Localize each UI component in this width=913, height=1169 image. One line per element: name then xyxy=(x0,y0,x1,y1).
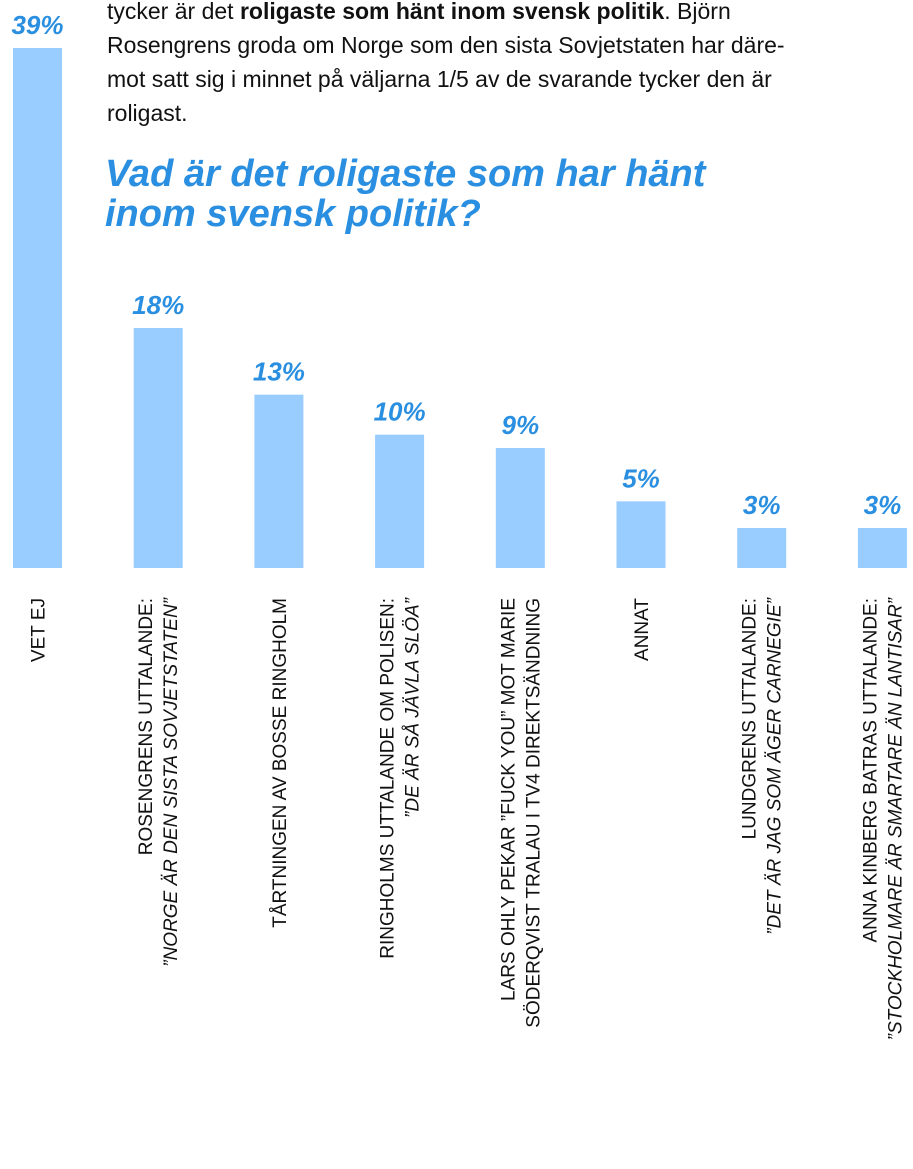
intro-text: tycker är det xyxy=(107,0,240,24)
bar xyxy=(857,528,907,568)
value-label: 10% xyxy=(374,397,426,427)
intro-text: . Björn xyxy=(664,0,730,24)
x-tick-label: ANNA KINBERG BATRAS UTTALANDE: xyxy=(860,598,881,943)
value-label: 9% xyxy=(502,410,540,440)
intro-line: tycker är det roligaste som hänt inom sv… xyxy=(107,0,731,24)
value-label: 3% xyxy=(743,490,781,520)
x-tick-label: ”DET ÄR JAG SOM ÄGER CARNEGIE” xyxy=(765,596,786,934)
intro-line: Rosengrens groda om Norge som den sista … xyxy=(107,32,785,58)
bar xyxy=(13,48,62,568)
x-tick-label: ”STOCKHOLMARE ÄR SMARTARE ÄN LANTISAR” xyxy=(885,596,906,1040)
x-tick-label: LARS OHLY PEKAR ”FUCK YOU” MOT MARIE xyxy=(498,598,519,1001)
x-tick-label: SÖDERQVIST TRALAU I TV4 DIREKTSÄNDNING xyxy=(523,598,544,1028)
bar xyxy=(375,434,425,568)
bar xyxy=(737,528,787,568)
bar xyxy=(133,328,183,568)
x-tick-label: ANNAT xyxy=(632,598,653,661)
value-label: 5% xyxy=(622,463,660,493)
intro-line: roligast. xyxy=(107,100,188,126)
bar xyxy=(616,501,666,568)
chart-title: inom svensk politik? xyxy=(105,193,481,235)
x-tick-label: LUNDGRENS UTTALANDE: xyxy=(740,598,761,839)
chart-title: Vad är det roligaste som har hänt xyxy=(105,153,707,195)
value-label: 39% xyxy=(11,10,63,40)
x-tick-label: VET EJ xyxy=(29,598,50,662)
x-tick-label: ”DE ÄR SÅ JÄVLA SLÖA” xyxy=(403,596,424,818)
intro-bold: roligaste som hänt inom svensk politik xyxy=(240,0,665,24)
x-tick-label: ROSENGRENS UTTALANDE: xyxy=(136,598,157,855)
x-tick-label: RINGHOLMS UTTALANDE OM POLISEN: xyxy=(378,598,399,959)
intro-line: mot satt sig i minnet på väljarna 1/5 av… xyxy=(107,66,772,92)
x-tick-label: ”NORGE ÄR DEN SISTA SOVJETSTATEN” xyxy=(161,596,182,966)
bar xyxy=(254,394,304,568)
x-tick-label: TÅRTNINGEN AV BOSSE RINGHOLM xyxy=(270,598,291,928)
value-label: 3% xyxy=(864,490,902,520)
value-label: 13% xyxy=(253,357,305,387)
bar xyxy=(495,448,545,568)
value-label: 18% xyxy=(132,290,184,320)
